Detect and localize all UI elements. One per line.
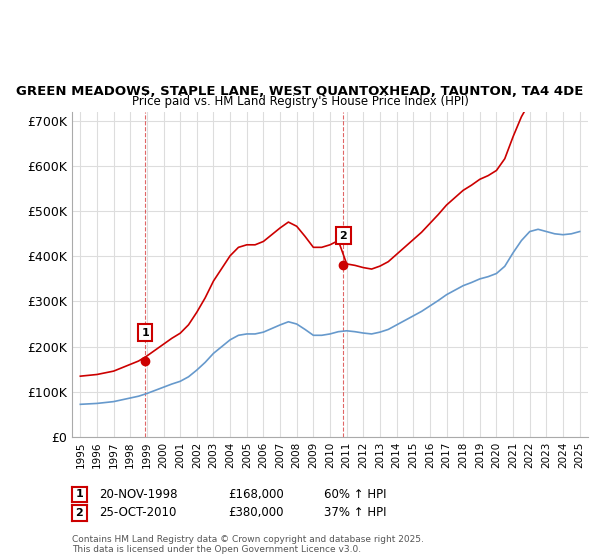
Text: 60% ↑ HPI: 60% ↑ HPI xyxy=(324,488,386,501)
Text: £380,000: £380,000 xyxy=(228,506,284,520)
Text: Contains HM Land Registry data © Crown copyright and database right 2025.
This d: Contains HM Land Registry data © Crown c… xyxy=(72,535,424,554)
Text: GREEN MEADOWS, STAPLE LANE, WEST QUANTOXHEAD, TAUNTON, TA4 4DE: GREEN MEADOWS, STAPLE LANE, WEST QUANTOX… xyxy=(16,85,584,98)
Text: 1: 1 xyxy=(142,328,149,338)
Text: 25-OCT-2010: 25-OCT-2010 xyxy=(99,506,176,520)
Text: 2: 2 xyxy=(76,508,83,518)
Text: £168,000: £168,000 xyxy=(228,488,284,501)
Text: Price paid vs. HM Land Registry's House Price Index (HPI): Price paid vs. HM Land Registry's House … xyxy=(131,95,469,108)
Text: 2: 2 xyxy=(340,231,347,241)
Text: 1: 1 xyxy=(76,489,83,500)
Text: 37% ↑ HPI: 37% ↑ HPI xyxy=(324,506,386,520)
Text: 20-NOV-1998: 20-NOV-1998 xyxy=(99,488,178,501)
